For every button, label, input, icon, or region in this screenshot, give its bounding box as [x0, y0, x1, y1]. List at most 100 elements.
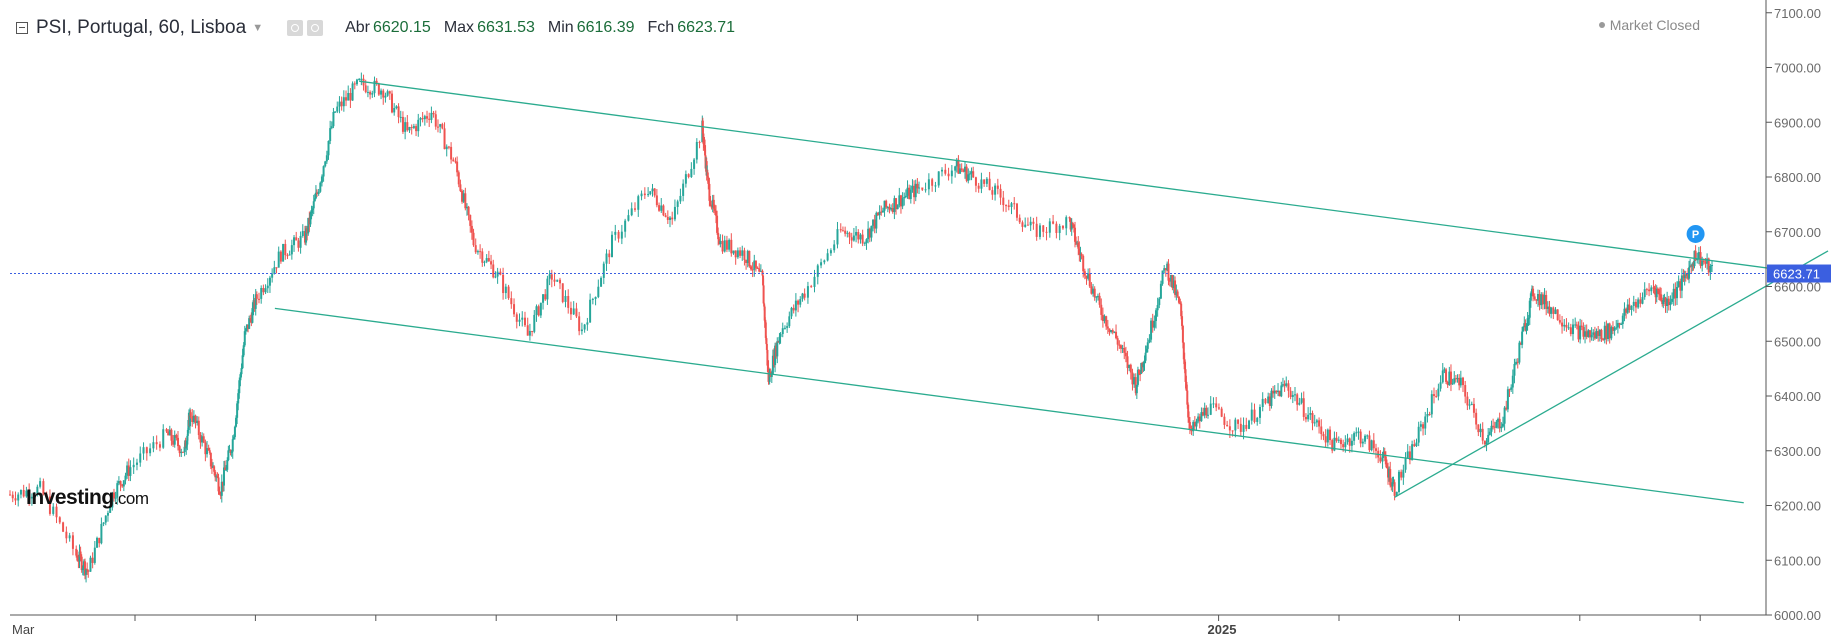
candle-body: [630, 208, 633, 216]
candle-body: [768, 371, 771, 382]
eye-icon[interactable]: [287, 20, 304, 36]
candle-body: [1078, 248, 1081, 255]
candle-body: [718, 239, 721, 245]
candle-body: [1346, 438, 1349, 443]
candle-body: [823, 260, 826, 263]
candle-body: [1454, 378, 1457, 380]
candle-body: [728, 239, 731, 250]
candle-body: [474, 245, 477, 253]
candle-body: [1278, 390, 1281, 397]
candle-body: [1605, 325, 1608, 340]
candle-body: [567, 296, 570, 308]
candle-body: [1140, 363, 1143, 374]
candle-body: [253, 300, 256, 309]
candle-body: [1697, 252, 1700, 259]
candle-body: [307, 217, 310, 234]
candle-body: [1385, 464, 1388, 469]
candle-body: [717, 232, 720, 240]
candle-body: [723, 240, 726, 252]
candle-body: [1339, 439, 1342, 445]
candle-body: [859, 234, 862, 240]
candle-body: [753, 260, 756, 270]
candle-body: [127, 465, 130, 476]
candle-body: [1105, 316, 1108, 327]
candle-body: [767, 367, 770, 382]
settings-icon[interactable]: [307, 20, 324, 36]
candle-body: [1669, 301, 1672, 306]
candle-body: [1501, 423, 1504, 427]
candle-body: [1497, 418, 1500, 422]
candle-body: [1318, 420, 1321, 427]
candle-body: [109, 507, 112, 513]
candle-body: [1584, 331, 1587, 337]
candle-body: [1580, 325, 1583, 328]
candle-body: [1643, 289, 1646, 298]
candle-body: [185, 444, 188, 447]
candle-body: [1424, 416, 1427, 429]
candle-body: [215, 475, 218, 478]
candle-body: [550, 274, 553, 280]
chevron-down-icon[interactable]: ▼: [252, 22, 264, 34]
candle-body: [1237, 419, 1240, 424]
rising-support-line: [1394, 250, 1829, 498]
candle-body: [1449, 371, 1452, 385]
candle-body: [751, 269, 754, 271]
candle-body: [1245, 424, 1248, 429]
candle-body: [1163, 268, 1166, 271]
candle-body: [1384, 456, 1387, 465]
candle-body: [572, 308, 575, 315]
candle-body: [1277, 390, 1280, 393]
candle-body: [311, 208, 314, 210]
candle-body: [1215, 403, 1218, 408]
candle-body: [719, 240, 722, 245]
candle-body: [254, 294, 257, 309]
candle-body: [763, 303, 766, 307]
candle-body: [1602, 338, 1605, 340]
candle-body: [764, 322, 767, 338]
candle-body: [537, 306, 540, 316]
candle-body: [1309, 413, 1312, 415]
candle-body: [1026, 224, 1029, 226]
candle-body: [28, 490, 31, 499]
candle-body: [1013, 203, 1016, 205]
symbol-title[interactable]: PSI, Portugal, 60, Lisboa: [36, 17, 247, 38]
candle-body: [1664, 297, 1667, 306]
candle-body: [241, 355, 244, 369]
collapse-icon[interactable]: [16, 22, 28, 34]
candle-body: [1203, 407, 1206, 416]
candle-body: [399, 116, 402, 118]
candle-body: [806, 286, 809, 298]
candle-body: [212, 466, 215, 468]
candle-body: [803, 293, 806, 298]
candle-body: [712, 199, 715, 209]
candle-body: [1428, 414, 1431, 416]
candle-body: [734, 250, 737, 258]
candle-body: [891, 208, 894, 212]
candle-body: [1113, 331, 1116, 333]
candle-body: [487, 258, 490, 262]
candle-body: [1158, 298, 1161, 306]
candle-body: [1667, 298, 1670, 306]
candle-body: [1197, 416, 1200, 422]
candle-body: [81, 568, 84, 571]
candle-body: [1270, 390, 1273, 406]
candle-body: [918, 187, 921, 189]
candle-body: [1161, 270, 1164, 284]
candle-body: [1038, 225, 1041, 237]
marker-layer[interactable]: P: [1686, 224, 1705, 243]
candle-body: [1397, 471, 1400, 493]
candle-body: [1072, 224, 1075, 228]
candle-body: [1556, 309, 1559, 321]
candle-body: [1372, 440, 1375, 449]
candle-body: [602, 263, 605, 278]
candle-body: [375, 80, 378, 84]
candle-body: [217, 477, 220, 492]
candle-body: [1630, 305, 1633, 310]
candle-body: [829, 250, 832, 254]
candle-body: [168, 429, 171, 436]
candle-body: [1685, 273, 1688, 276]
y-tick-label: 6900.00: [1774, 115, 1821, 130]
candle-body: [82, 561, 85, 569]
candle-body: [504, 286, 507, 294]
